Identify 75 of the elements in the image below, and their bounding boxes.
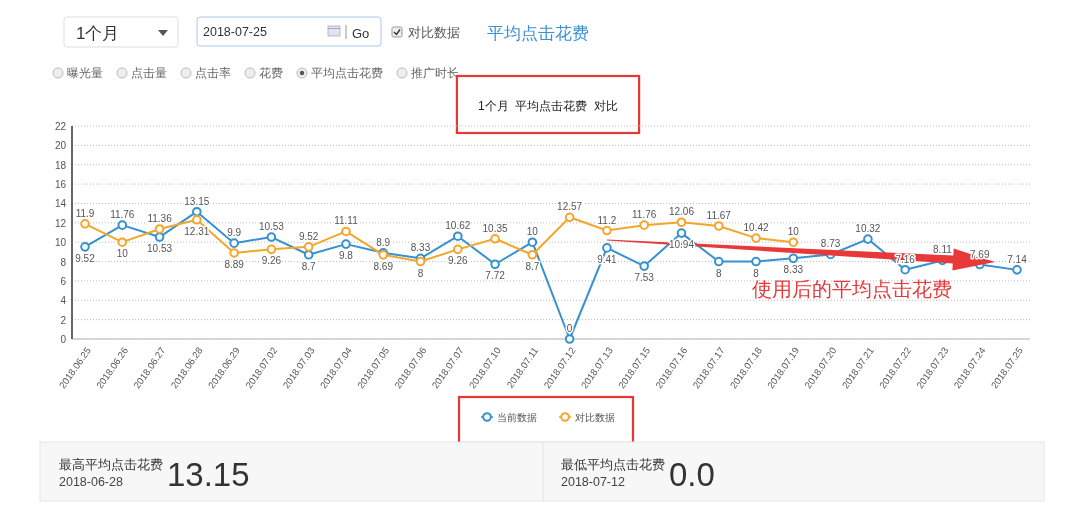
data-label: 11.76 [632,209,657,221]
data-label: 9.26 [261,255,282,267]
text: 对比数据 [408,25,460,40]
text: 最高平均点击花费 [59,457,163,472]
text: 平均点击花费 [487,24,589,43]
y-tick-label: 20 [54,139,67,151]
data-label: 8 [417,267,424,279]
data-label: 11.36 [147,213,173,225]
data-label: 9.52 [298,230,319,242]
data-label: 10 [787,226,800,238]
y-tick-label: 10 [54,236,67,248]
text: 13.15 [167,456,250,493]
legend-label: 当前数据 [497,411,537,423]
legend-label: 对比数据 [575,411,615,423]
data-label: 10 [526,226,539,238]
data-label: 10.53 [147,243,173,255]
text: 2018-06-28 [59,475,123,489]
data-label: 7.69 [969,248,990,260]
data-label: 11.11 [334,215,359,227]
chart-title: 1个月 平均点击花费 对比 [477,99,619,113]
y-tick-label: 18 [54,159,67,171]
text: 点击率 [195,66,231,80]
y-tick-label: 0 [60,333,67,345]
data-label: 11.2 [597,214,617,226]
data-label: 10.42 [743,222,769,234]
data-label: 8.33 [410,242,431,254]
data-label: 11.67 [706,210,732,222]
data-label: 13.15 [184,195,210,207]
data-label: 8.7 [301,260,317,272]
data-label: 11.76 [110,209,135,221]
data-label: 12.06 [668,206,695,218]
data-label: 0 [566,323,573,334]
data-label: 12.31 [184,225,210,237]
data-label: 8 [753,267,760,279]
data-label: 10.62 [445,220,471,232]
data-label: 10 [116,248,129,260]
y-tick-label: 6 [60,275,67,287]
data-label: 7.72 [485,270,506,282]
text: 1个月 [76,24,120,43]
data-label: 8.7 [525,260,540,272]
data-label: 9.8 [339,250,354,262]
annotation: 使用后的平均点击花费 [752,278,952,300]
y-tick-label: 14 [54,197,67,209]
data-label: 12.57 [557,201,583,213]
data-label: 10.53 [258,221,285,233]
text: 2018-07-25 [203,25,267,39]
data-label: 7.53 [634,272,655,284]
y-tick-label: 16 [54,178,67,190]
data-label: 8.73 [820,238,841,250]
text: 花费 [259,66,283,80]
data-label: 8.11 [933,244,953,256]
y-tick-label: 22 [54,120,67,132]
data-label: 8.89 [224,258,245,270]
data-label: 8 [715,267,722,279]
text: Go [352,26,370,41]
data-label: 7.14 [1007,253,1028,265]
text: 点击量 [131,66,167,80]
text: 2018-07-12 [561,475,625,489]
data-label: 8.9 [376,236,391,248]
data-label: 9.26 [448,255,468,267]
data-label: 10.32 [855,223,881,235]
data-label: 8.33 [783,264,804,276]
text: 平均点击花费 [311,66,383,80]
data-label: 11.9 [75,207,95,219]
data-label: 9.52 [75,252,96,264]
y-tick-label: 8 [60,256,67,268]
y-tick-label: 4 [60,294,67,306]
data-label: 9.9 [227,227,242,239]
y-tick-label: 2 [60,314,67,326]
data-label: 8.69 [373,260,394,272]
text: 曝光量 [67,66,103,80]
data-label: 10.35 [482,222,509,234]
text: 最低平均点击花费 [561,458,665,472]
text: 0.0 [669,456,715,493]
y-tick-label: 12 [54,217,67,229]
